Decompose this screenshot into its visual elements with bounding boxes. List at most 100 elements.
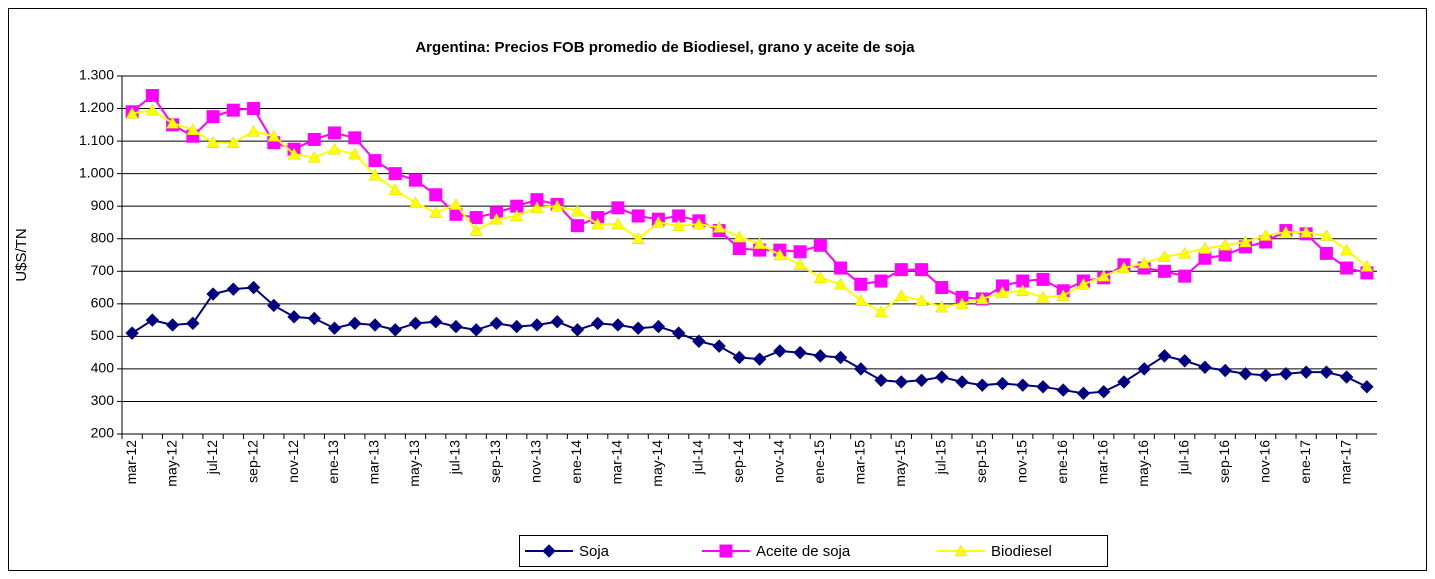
y-tick-label: 300 <box>91 392 115 408</box>
point <box>955 297 969 310</box>
point <box>611 201 625 215</box>
x-tick-label: sep-13 <box>487 440 503 483</box>
point <box>975 292 989 305</box>
legend-marker <box>719 544 733 558</box>
x-tick-label: sep-12 <box>244 440 260 483</box>
point <box>854 294 868 306</box>
point <box>408 316 423 331</box>
y-tick-label: 1.300 <box>79 67 114 83</box>
y-axis-label: U$S/TN <box>13 228 30 281</box>
point <box>874 274 888 288</box>
x-tick-label: ene-16 <box>1054 440 1070 484</box>
point <box>1218 248 1232 262</box>
point <box>510 319 524 334</box>
x-tick-label: jul-14 <box>690 440 706 475</box>
point <box>651 215 665 228</box>
point <box>1198 360 1212 374</box>
point <box>1259 228 1273 241</box>
x-tick-label: sep-16 <box>1216 440 1232 483</box>
point <box>206 110 220 124</box>
point <box>793 258 807 271</box>
point <box>1360 259 1374 272</box>
point <box>145 313 160 327</box>
point <box>1016 378 1030 392</box>
x-tick-label: may-13 <box>406 440 422 487</box>
y-tick-label: 1.200 <box>79 99 114 115</box>
point <box>894 263 908 277</box>
point <box>550 315 564 329</box>
y-tick-label: 1.100 <box>79 132 114 148</box>
legend <box>519 535 1108 567</box>
point <box>874 373 888 388</box>
point <box>429 188 443 202</box>
point <box>1157 264 1171 278</box>
point <box>125 326 139 340</box>
x-tick-label: may-15 <box>892 440 908 487</box>
point <box>489 316 504 331</box>
x-tick-label: nov-15 <box>1013 440 1029 483</box>
x-tick-label: nov-12 <box>285 440 301 483</box>
point <box>1137 256 1151 269</box>
point <box>570 323 585 337</box>
point <box>490 212 503 225</box>
point <box>571 204 584 217</box>
point <box>1238 367 1253 381</box>
point <box>955 375 969 389</box>
point <box>732 350 747 365</box>
point <box>590 316 605 331</box>
point <box>935 300 949 313</box>
point <box>267 298 281 313</box>
point <box>1157 349 1172 363</box>
point <box>935 370 949 384</box>
point <box>1117 261 1131 274</box>
point <box>1016 284 1030 297</box>
point <box>1279 367 1293 381</box>
point <box>915 263 929 277</box>
point <box>348 131 362 145</box>
point <box>732 230 746 243</box>
point <box>409 196 422 209</box>
point <box>226 136 240 148</box>
legend-label: Soja <box>579 543 610 560</box>
x-tick-label: nov-14 <box>771 440 787 483</box>
point <box>206 136 220 148</box>
x-tick-label: jul-12 <box>204 440 220 475</box>
x-tick-label: ene-17 <box>1297 440 1313 484</box>
point <box>1097 269 1111 282</box>
point <box>894 289 908 301</box>
legend-marker <box>954 544 968 557</box>
point <box>206 287 220 301</box>
point <box>388 323 402 337</box>
point <box>327 321 342 335</box>
point <box>287 310 301 324</box>
legend-label: Biodiesel <box>991 543 1052 560</box>
x-tick-label: jul-13 <box>447 440 463 475</box>
point <box>1360 380 1374 394</box>
point <box>247 124 260 137</box>
x-tick-label: jul-16 <box>1175 440 1191 475</box>
point <box>935 281 949 295</box>
point <box>1097 384 1111 399</box>
point <box>530 201 544 214</box>
point <box>145 103 159 116</box>
point <box>712 339 726 353</box>
x-tick-label: may-16 <box>1135 440 1151 487</box>
point <box>813 271 827 284</box>
x-tick-label: mar-14 <box>609 440 625 485</box>
point <box>692 217 706 230</box>
point <box>388 183 402 196</box>
point <box>287 147 301 160</box>
point <box>1076 386 1091 401</box>
x-tick-label: mar-16 <box>1094 440 1110 485</box>
point <box>449 319 463 334</box>
point <box>996 285 1009 298</box>
point <box>591 217 605 230</box>
point <box>834 277 848 290</box>
point <box>226 282 241 296</box>
y-tick-label: 1.000 <box>79 164 114 180</box>
point <box>1056 383 1070 397</box>
point <box>429 206 443 218</box>
point <box>409 173 423 187</box>
point <box>914 373 929 388</box>
